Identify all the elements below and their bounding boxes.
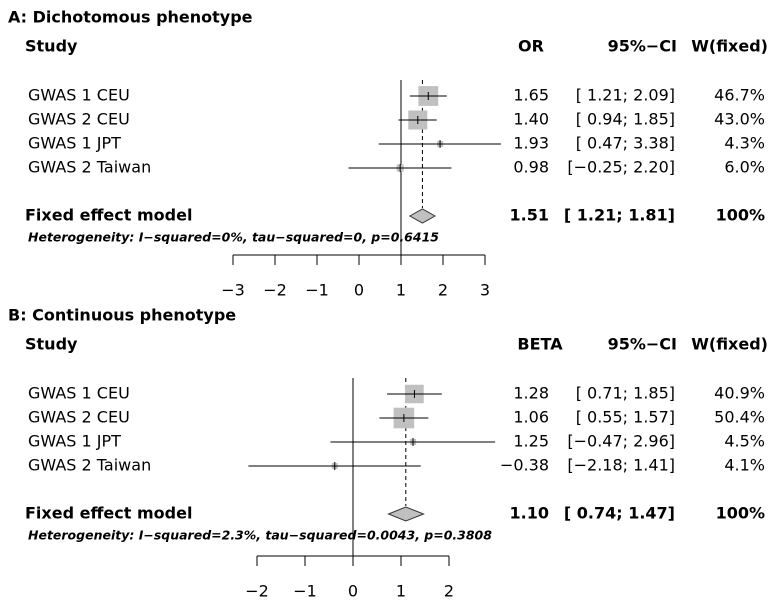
heterogeneity: Heterogeneity: I−squared=0%, tau−squared… (28, 230, 439, 245)
summary-weight: 100% (716, 206, 765, 225)
study-name: GWAS 1 CEU (28, 86, 130, 105)
study-name: GWAS 2 Taiwan (28, 456, 151, 475)
x-tick-label: −2 (263, 281, 287, 300)
x-tick-label: 0 (348, 582, 358, 601)
estimate-label: −0.38 (500, 456, 549, 475)
summary-estimate: 1.10 (510, 504, 549, 523)
x-tick-label: 2 (444, 582, 454, 601)
weight-label: 4.3% (724, 134, 765, 153)
ci-header: 95%−CI (608, 37, 677, 56)
ci-label: [−0.47; 2.96] (567, 432, 675, 451)
weight-header: W(fixed) (691, 335, 768, 354)
x-tick-label: 0 (354, 281, 364, 300)
ci-label: [−2.18; 1.41] (567, 456, 675, 475)
summary-weight: 100% (716, 504, 765, 523)
study-name: GWAS 1 JPT (28, 432, 121, 451)
weight-label: 50.4% (714, 408, 765, 427)
heterogeneity: Heterogeneity: I−squared=2.3%, tau−squar… (28, 528, 492, 543)
weight-label: 4.1% (724, 456, 765, 475)
ci-header: 95%−CI (608, 335, 677, 354)
ci-label: [ 0.94; 1.85] (576, 110, 675, 129)
estimate-header: OR (518, 37, 544, 56)
estimate-label: 1.93 (513, 134, 549, 153)
summary-name: Fixed effect model (25, 504, 192, 523)
x-tick-label: −3 (221, 281, 245, 300)
study-name: GWAS 1 JPT (28, 134, 121, 153)
study-name: GWAS 2 CEU (28, 408, 130, 427)
estimate-label: 1.25 (513, 432, 549, 451)
x-tick-label: −1 (293, 582, 317, 601)
estimate-label: 1.65 (513, 86, 549, 105)
summary-ci: [ 0.74; 1.47] (564, 504, 675, 523)
ci-label: [ 0.47; 3.38] (576, 134, 675, 153)
estimate-label: 1.06 (513, 408, 549, 427)
weight-header: W(fixed) (691, 37, 768, 56)
summary-estimate: 1.51 (510, 206, 549, 225)
weight-label: 6.0% (724, 158, 765, 177)
panel-title: A: Dichotomous phenotype (8, 8, 253, 27)
study-header: Study (25, 335, 78, 354)
x-tick-label: 1 (396, 582, 406, 601)
summary-name: Fixed effect model (25, 206, 192, 225)
study-name: GWAS 2 CEU (28, 110, 130, 129)
estimate-label: 1.40 (513, 110, 549, 129)
weight-label: 4.5% (724, 432, 765, 451)
study-name: GWAS 1 CEU (28, 384, 130, 403)
x-tick-label: 1 (396, 281, 406, 300)
x-tick-label: −1 (305, 281, 329, 300)
x-tick-label: 3 (480, 281, 490, 300)
summary-diamond (387, 506, 425, 522)
weight-label: 43.0% (714, 110, 765, 129)
weight-label: 46.7% (714, 86, 765, 105)
ci-label: [ 0.55; 1.57] (576, 408, 675, 427)
weight-label: 40.9% (714, 384, 765, 403)
estimate-header: BETA (517, 335, 563, 354)
study-name: GWAS 2 Taiwan (28, 158, 151, 177)
estimate-label: 0.98 (513, 158, 549, 177)
summary-ci: [ 1.21; 1.81] (564, 206, 675, 225)
ci-label: [−0.25; 2.20] (567, 158, 675, 177)
estimate-label: 1.28 (513, 384, 549, 403)
ci-label: [ 0.71; 1.85] (576, 384, 675, 403)
summary-diamond (408, 208, 437, 224)
panel-title: B: Continuous phenotype (8, 306, 236, 325)
study-header: Study (25, 37, 78, 56)
x-tick-label: −2 (245, 582, 269, 601)
ci-label: [ 1.21; 2.09] (576, 86, 675, 105)
x-tick-label: 2 (438, 281, 448, 300)
